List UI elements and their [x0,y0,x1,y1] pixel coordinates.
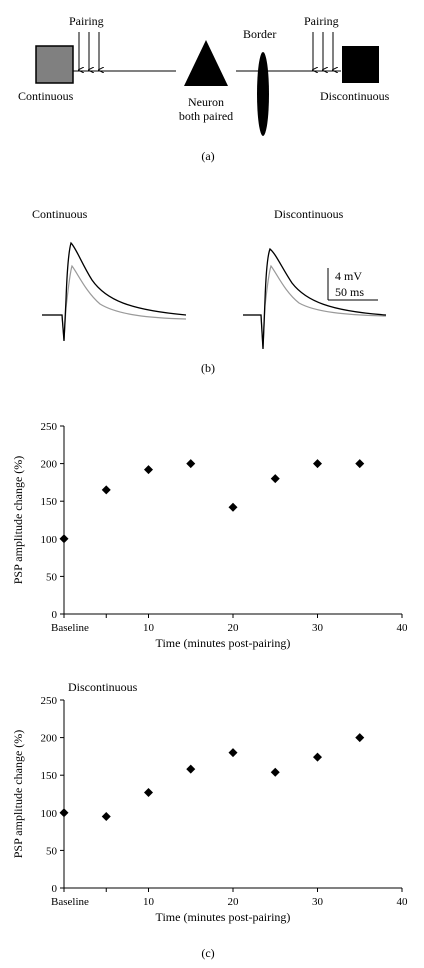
neuron-triangle [184,40,228,86]
y-tick-label: 250 [41,421,58,433]
data-point [270,474,280,484]
panel-c-label: (c) [201,946,214,960]
panel-a-label: (a) [201,149,214,163]
data-point [144,787,153,797]
y-tick-label: 200 [41,459,58,471]
y-tick-label: 250 [41,695,58,707]
data-point [355,459,365,469]
trace-discontinuous-baseline-grey [243,264,387,349]
trace-title-discontinuous: Discontinuous [274,207,344,221]
y-tick-label: 50 [46,845,58,857]
trace-title-continuous: Continuous [32,207,88,221]
data-point [313,459,322,469]
data-point [355,733,365,743]
data-point [228,502,238,512]
y-tick-label: 0 [52,883,58,895]
border-label: Border [243,27,276,41]
border-ellipse [257,52,269,136]
x-tick-label: 10 [143,896,155,908]
trace-continuous-baseline-grey [42,264,187,341]
discontinuous-square [342,46,379,83]
scale-label-mv: 4 mV [335,269,362,283]
pairing-label-left: Pairing [69,14,104,28]
y-tick-label: 150 [41,770,58,782]
y-tick-label: 150 [41,496,58,508]
x-tick-label: 40 [397,622,409,634]
x-baseline-label: Baseline [51,896,89,908]
y-axis-label: PSP amplitude change (%) [11,456,25,585]
trace-discontinuous-post-black [243,247,387,350]
data-point [228,748,238,758]
neuron-label-line2: both paired [179,109,233,123]
scatter-chart-continuous: 0 50 100 150 200 250 10 20 30 40 Baseline Time (min… [11,421,408,650]
data-point [59,534,69,544]
data-point [270,767,280,777]
y-tick-label: 0 [52,609,58,621]
y-tick-label: 100 [41,808,58,820]
scale-label-ms: 50 ms [335,285,364,299]
continuous-label: Continuous [18,89,74,103]
x-axis-label: Time (minutes post-pairing) [156,636,291,650]
scatter-chart-discontinuous: 0 50 100 150 200 250 10 20 30 40 Baseline Time (min… [11,680,408,924]
x-tick-label: 30 [312,896,324,908]
neuron-label-line1: Neuron [188,95,224,109]
data-point [144,465,153,475]
y-tick-label: 50 [46,571,58,583]
pairing-label-right: Pairing [304,14,339,28]
x-baseline-label: Baseline [51,622,89,634]
x-tick-label: 40 [397,896,409,908]
x-tick-label: 10 [143,622,155,634]
y-tick-label: 200 [41,733,58,745]
data-point [101,485,111,495]
discontinuous-label: Discontinuous [320,89,390,103]
y-axis-label: PSP amplitude change (%) [11,730,25,859]
x-tick-label: 20 [228,622,240,634]
chart-title: Discontinuous [68,680,138,694]
y-tick-label: 100 [41,534,58,546]
data-point [101,812,111,822]
panel-b-traces: Continuous Discontinuous 4 mV 50 ms (b) [32,207,387,375]
trace-continuous-post-black [42,241,187,342]
x-tick-label: 20 [228,896,240,908]
data-point [59,808,69,818]
x-tick-label: 30 [312,622,324,634]
data-point [313,752,322,762]
x-axis-label: Time (minutes post-pairing) [156,910,291,924]
panel-b-label: (b) [201,361,215,375]
data-point [186,764,196,774]
data-point [186,459,196,469]
panel-a-schematic: Pairing Continuous Neuron both paired Bo… [18,14,390,163]
continuous-square [35,45,74,84]
